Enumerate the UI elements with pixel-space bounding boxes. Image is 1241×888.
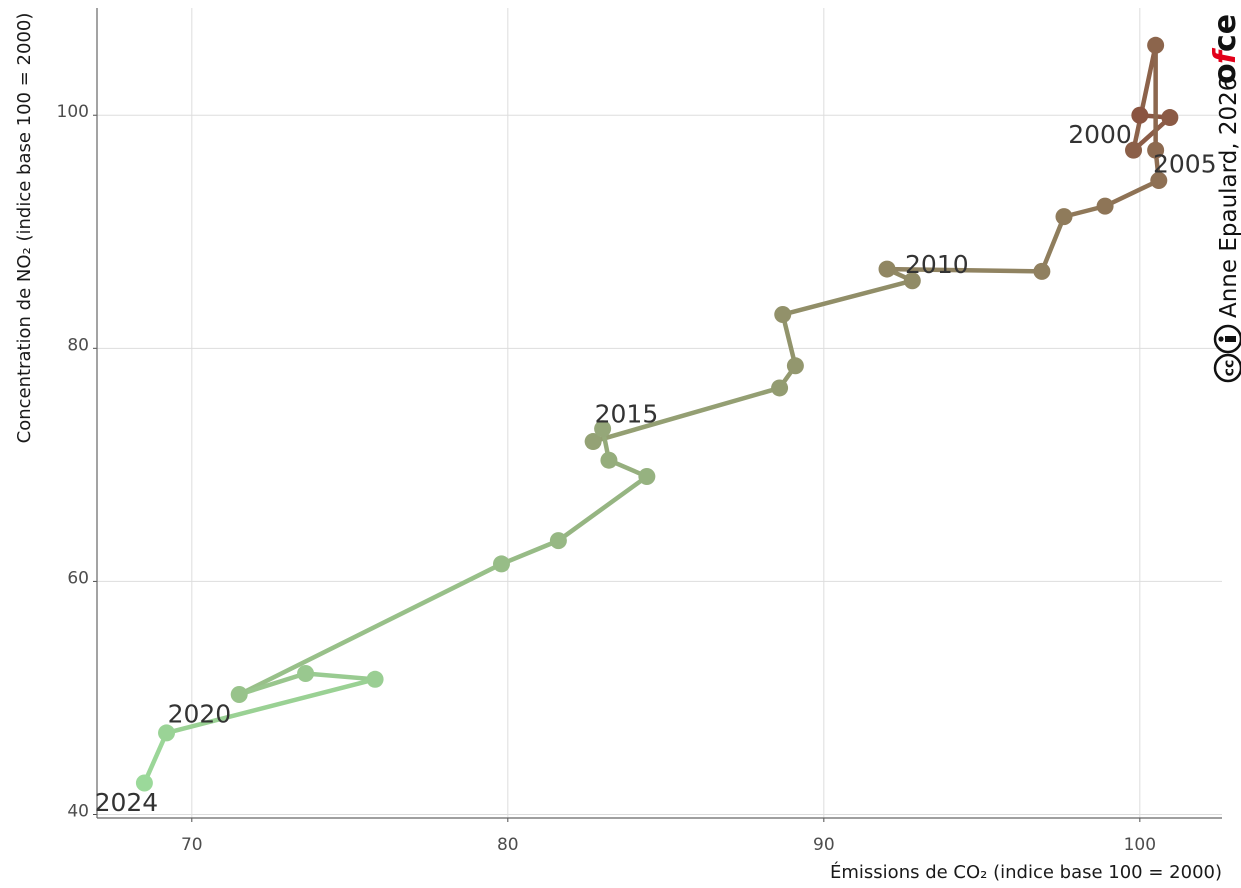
year-label-2020: 2020 — [168, 699, 232, 728]
series-segment — [556, 474, 650, 543]
x-axis-title: Émissions de CO₂ (indice base 100 = 2000… — [830, 861, 1222, 883]
y-axis-title: Concentration de NO₂ (indice base 100 = … — [14, 13, 35, 444]
data-point-2023 — [158, 724, 176, 742]
y-tick-label: 40 — [67, 802, 89, 822]
series-segment — [1039, 214, 1067, 274]
data-point-2002 — [1125, 141, 1143, 159]
data-point-2012 — [786, 357, 804, 375]
svg-text:ce: ce — [1208, 14, 1241, 52]
series-points — [135, 36, 1179, 792]
data-point-2010 — [903, 272, 921, 290]
series-segment — [236, 671, 308, 697]
series-segment — [499, 538, 561, 567]
data-point-2015 — [594, 420, 612, 438]
y-tick-label: 100 — [57, 102, 89, 122]
x-tick-label: 100 — [1124, 835, 1156, 855]
series-segment — [236, 561, 504, 697]
x-tick-label: 90 — [813, 835, 835, 855]
data-point-2020 — [230, 685, 248, 703]
year-label-2010: 2010 — [905, 250, 969, 279]
data-point-2009 — [878, 260, 896, 278]
data-point-2016 — [600, 451, 618, 469]
data-point-2001 — [1161, 109, 1179, 127]
svg-text:f: f — [1208, 47, 1241, 64]
year-label-2005: 2005 — [1153, 149, 1217, 178]
credit-block: cc Anne Epaulard, 2026 o f ce — [1208, 14, 1241, 383]
data-point-2011 — [774, 306, 792, 324]
data-point-2014 — [584, 433, 602, 451]
data-point-2000 — [1131, 106, 1149, 124]
data-point-2019 — [492, 555, 510, 573]
data-point-2008 — [1033, 262, 1051, 280]
data-point-2024 — [135, 774, 153, 792]
series-segment — [142, 730, 169, 786]
series-segment — [1131, 43, 1158, 153]
data-point-2003 — [1147, 36, 1165, 54]
axes-layer: 70 80 90 100 40 60 80 100 — [57, 8, 1222, 855]
y-tick-label: 80 — [67, 335, 89, 355]
data-point-2021 — [297, 664, 315, 682]
data-point-2013 — [771, 379, 789, 397]
y-tick-label: 60 — [67, 568, 89, 588]
credit-text: Anne Epaulard, 2026 — [1216, 77, 1241, 318]
ofce-logo: o f ce — [1208, 14, 1241, 84]
series-segment — [303, 671, 378, 682]
svg-text:o: o — [1208, 63, 1241, 84]
data-point-2017 — [638, 468, 656, 486]
series-segment — [780, 312, 798, 369]
year-label-2000: 2000 — [1068, 120, 1132, 149]
series-segment — [1102, 178, 1162, 209]
data-point-2005 — [1150, 171, 1168, 189]
year-annotations: 2000 2005 2010 2015 2020 2024 — [95, 120, 1217, 817]
data-point-2018 — [549, 532, 567, 550]
data-point-2007 — [1055, 208, 1073, 226]
series-segment — [164, 677, 378, 736]
data-point-2006 — [1096, 197, 1114, 215]
creative-commons-by-icon: cc — [1213, 324, 1241, 383]
series-segment — [884, 266, 1045, 274]
year-label-2015: 2015 — [595, 400, 659, 429]
series-segment — [780, 278, 915, 317]
grid-layer — [97, 8, 1222, 818]
series-segment — [590, 385, 782, 444]
svg-text:cc: cc — [1222, 360, 1238, 377]
x-tick-label: 80 — [497, 835, 519, 855]
x-tick-label: 70 — [181, 835, 203, 855]
data-point-2004 — [1147, 141, 1165, 159]
year-label-2024: 2024 — [95, 788, 159, 817]
data-point-2022 — [366, 670, 384, 688]
